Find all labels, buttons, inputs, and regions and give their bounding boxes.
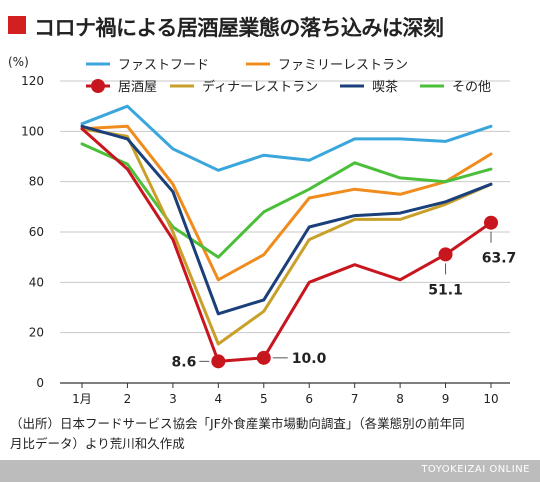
- x-tick-label: 9: [442, 392, 450, 406]
- x-tick-label: 5: [260, 392, 268, 406]
- x-tick-label: 4: [215, 392, 223, 406]
- x-tick-label: 10: [483, 392, 498, 406]
- y-tick-label: 60: [29, 225, 44, 239]
- legend-label-dinner_restaurant: ディナーレストラン: [202, 79, 318, 95]
- legend-label-family_restaurant: ファミリーレストラン: [278, 58, 408, 73]
- annotation-label: 51.1: [428, 282, 463, 298]
- x-tick-label: 8: [396, 392, 404, 406]
- line-chart: 0 20 40 60 80 100 120 (%) 1月 2 3 4 5 6 7 8 9 10 8.6 10.0 51.…: [8, 55, 517, 406]
- series-marker-izakaya: [211, 354, 226, 369]
- x-tick-label: 1月: [72, 392, 92, 406]
- y-tick-label: 100: [21, 124, 44, 138]
- annotation-label: 63.7: [482, 251, 517, 267]
- y-tick-label: 40: [29, 275, 44, 289]
- series-line-family_restaurant: [80, 124, 493, 282]
- legend-label-izakaya: 居酒屋: [118, 80, 157, 95]
- annotation-label: 10.0: [292, 351, 327, 367]
- footer-bar: TOYOKEIZAI ONLINE: [0, 460, 540, 482]
- x-tick-label: 6: [305, 392, 313, 406]
- legend-label-kissa: 喫茶: [372, 79, 398, 95]
- source-line-2: 月比データ）より荒川和久作成: [10, 436, 185, 451]
- series-line-izakaya: [80, 127, 493, 363]
- y-tick-label: 120: [21, 74, 44, 88]
- series-line-dinner_restaurant: [80, 127, 493, 346]
- chart-title: コロナ禍による居酒屋業態の落ち込みは深刻: [34, 16, 444, 40]
- x-tick-label: 2: [124, 392, 132, 406]
- y-tick-label: 80: [29, 175, 44, 189]
- y-tick-label: 20: [29, 326, 44, 340]
- series-line-kissa: [80, 124, 493, 316]
- series-marker-izakaya: [256, 350, 271, 365]
- legend-label-other: その他: [452, 80, 491, 95]
- source-line-1: （出所）日本フードサービス協会「JF外食産業市場動向調査」（各業態別の前年同: [10, 416, 465, 431]
- source-note: （出所）日本フードサービス協会「JF外食産業市場動向調査」（各業態別の前年同 月…: [10, 414, 530, 454]
- legend-marker-izakaya: [91, 79, 105, 93]
- annotation-label: 8.6: [172, 354, 197, 370]
- series-line-fast_food: [80, 104, 493, 172]
- series-marker-izakaya: [438, 247, 453, 262]
- y-tick-label: 0: [36, 376, 44, 390]
- series-line-other: [80, 142, 493, 259]
- x-tick-label: 3: [169, 392, 177, 406]
- title-marker-square: [8, 16, 26, 34]
- legend-label-fast_food: ファストフード: [118, 58, 209, 73]
- title-bar: コロナ禍による居酒屋業態の落ち込みは深刻: [8, 12, 534, 42]
- series-marker-izakaya: [484, 215, 498, 230]
- y-axis-unit: (%): [8, 55, 29, 69]
- footer-brand: TOYOKEIZAI ONLINE: [421, 464, 530, 475]
- x-tick-label: 7: [351, 392, 359, 406]
